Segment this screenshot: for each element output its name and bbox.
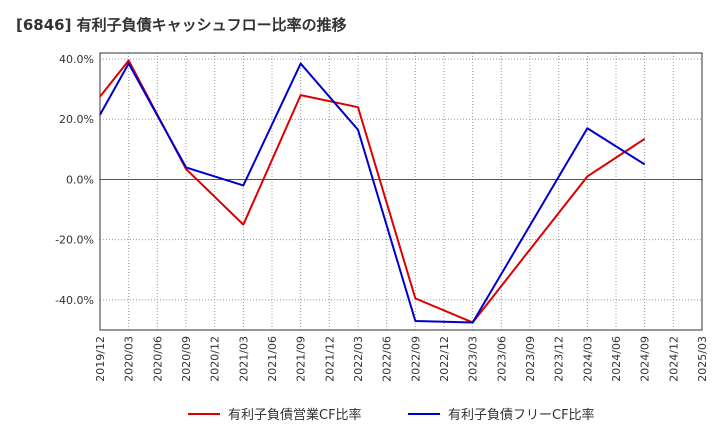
x-tick-label: 2023/03	[467, 336, 480, 382]
x-tick-labels: 2019/12 2020/03 2020/06 2020/09 2020/12 2021/…	[94, 336, 709, 382]
x-tick-label: 2024/03	[581, 336, 594, 382]
x-tick-label: 2020/06	[151, 336, 164, 382]
axes	[99, 52, 703, 331]
y-tick-labels: 40.0% 20.0% 0.0% -20.0% -40.0%	[55, 53, 94, 307]
x-tick-label: 2019/12	[94, 336, 107, 382]
y-tick-label: 40.0%	[59, 53, 94, 66]
x-tick-label: 2021/09	[295, 336, 308, 382]
legend-label-1: 有利子負債営業CF比率	[228, 407, 362, 423]
series-line-1	[99, 59, 646, 324]
x-tick-label: 2020/09	[180, 336, 193, 382]
x-tick-label: 2021/03	[237, 336, 250, 382]
x-tick-label: 2024/09	[639, 336, 652, 382]
x-tick-label: 2022/03	[352, 336, 365, 382]
x-tick-label: 2022/12	[438, 336, 451, 382]
x-tick-label: 2024/12	[667, 336, 680, 382]
legend: 有利子負債営業CF比率 有利子負債フリーCF比率	[188, 407, 595, 423]
plot-frame	[99, 52, 703, 331]
y-tick-label: 0.0%	[66, 173, 94, 186]
chart-title: [6846] 有利子負債キャッシュフロー比率の推移	[16, 16, 347, 34]
x-tick-label: 2022/09	[409, 336, 422, 382]
y-tick-label: 20.0%	[59, 113, 94, 126]
y-tick-label: -20.0%	[55, 234, 94, 247]
x-tick-label: 2023/12	[553, 336, 566, 382]
y-tick-label: -40.0%	[55, 294, 94, 307]
x-tick-label: 2020/12	[209, 336, 222, 382]
x-tick-label: 2021/06	[266, 336, 279, 382]
x-tick-label: 2020/03	[123, 336, 136, 382]
x-tick-label: 2021/12	[323, 336, 336, 382]
series-line-2	[99, 62, 646, 324]
x-tick-label: 2023/09	[524, 336, 537, 382]
legend-label-2: 有利子負債フリーCF比率	[448, 407, 595, 423]
x-tick-label: 2025/03	[696, 336, 709, 382]
x-tick-label: 2022/06	[381, 336, 394, 382]
x-tick-label: 2024/06	[610, 336, 623, 382]
x-tick-label: 2023/06	[495, 336, 508, 382]
series-lines	[99, 59, 646, 324]
grid	[99, 53, 703, 330]
